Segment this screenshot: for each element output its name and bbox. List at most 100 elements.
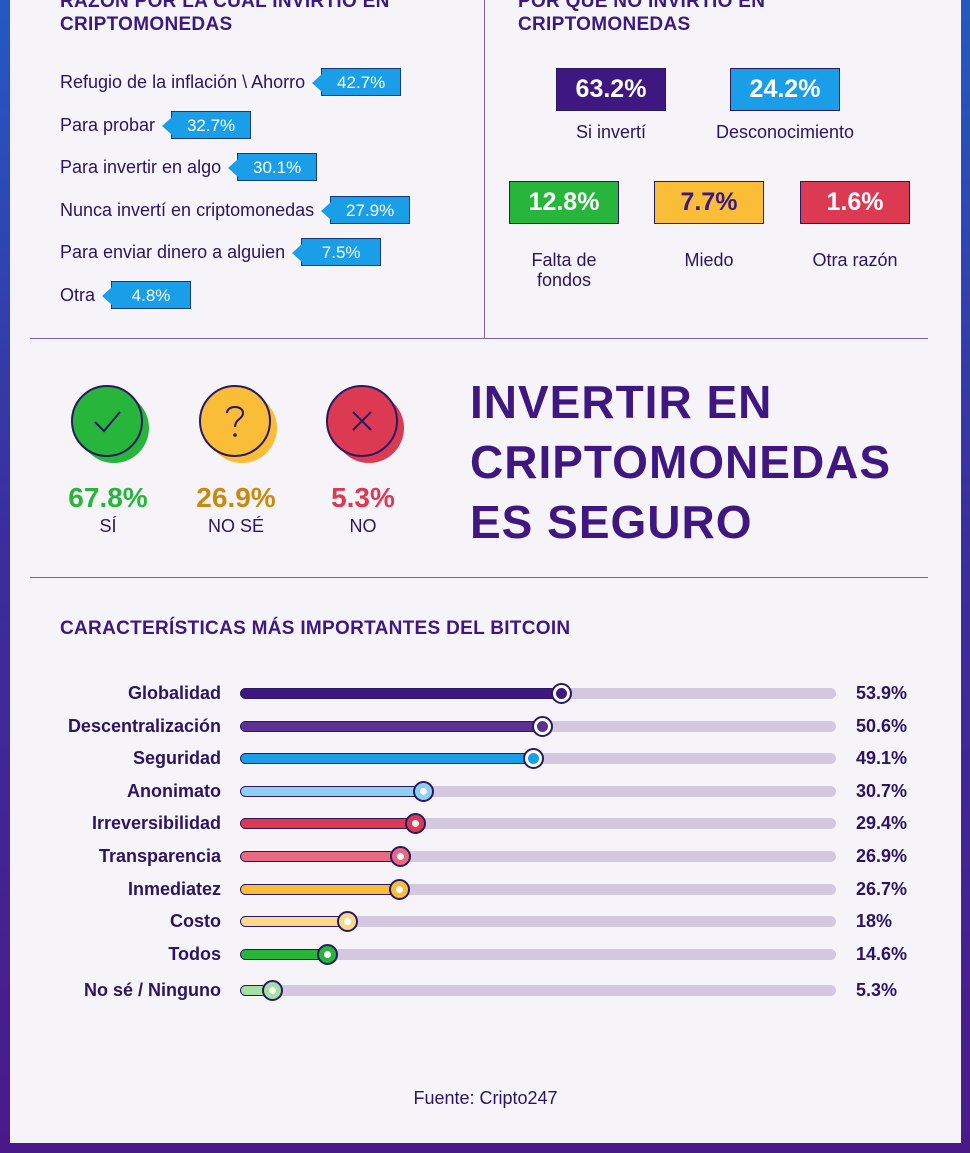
- infographic-panel: RAZÓN POR LA CUÁL INVIRTIÓ EN CRIPTOMONE…: [10, 0, 961, 1143]
- feature-track: [240, 944, 836, 965]
- feature-bar: [240, 786, 423, 797]
- feature-label: Inmediatez: [127, 879, 221, 899]
- dontknow-label: NO SÉ: [207, 516, 264, 536]
- feature-label: No sé / Ninguno: [84, 980, 221, 1000]
- section-divider-1: [30, 338, 928, 339]
- reason-invested-value-tag: 27.9%: [321, 196, 411, 224]
- reasons-invested-title-line2: CRIPTOMONEDAS: [60, 14, 233, 35]
- feature-label: Transparencia: [98, 846, 221, 866]
- reason-invested-value-tag: 4.8%: [102, 281, 192, 309]
- feature-bar: [240, 753, 533, 764]
- reason-invested-row: Para enviar dinero a alguien 7.5%: [60, 238, 382, 266]
- no-circle: [326, 385, 404, 463]
- yes-circle: [71, 385, 149, 463]
- features-title: CARACTERÍSTICAS MÁS IMPORTANTES DEL BITC…: [60, 618, 571, 639]
- feature-row: Costo 18%: [10, 909, 961, 933]
- not-invested-value-3: 7.7%: [680, 188, 738, 216]
- question-icon: [199, 385, 271, 457]
- check-icon: [71, 385, 143, 457]
- feature-value: 50.6%: [856, 716, 908, 736]
- feature-knob: [261, 980, 283, 1001]
- feature-bar: [240, 688, 562, 699]
- section-divider-2: [30, 577, 928, 578]
- reason-invested-value-tag: 7.5%: [292, 238, 382, 266]
- feature-track: [240, 748, 836, 769]
- feature-row: Descentralización 50.6%: [10, 714, 961, 738]
- feature-track: [240, 813, 836, 834]
- not-invested-label-2-line2: fondos: [536, 270, 592, 290]
- feature-knob: [390, 846, 412, 867]
- feature-row: Irreversibilidad 29.4%: [10, 811, 961, 835]
- feature-value: 14.6%: [856, 944, 908, 964]
- feature-bar: [240, 884, 400, 895]
- no-label: NO: [349, 516, 377, 536]
- feature-label: Globalidad: [127, 683, 221, 703]
- not-invested-label-4: Otra razón: [812, 250, 898, 270]
- feature-track: [240, 911, 836, 932]
- not-invested-value-2: 12.8%: [528, 188, 600, 216]
- not-invested-label-0: Si invertí: [575, 122, 647, 142]
- reasons-not-invested-title-line2: CRIPTOMONEDAS: [518, 14, 691, 35]
- not-invested-value-4: 1.6%: [826, 188, 884, 216]
- reasons-not-invested-title: POR QUÉ NO INVIRTIÓ EN CRIPTOMONEDAS: [518, 0, 765, 36]
- feature-label: Costo: [170, 911, 221, 931]
- feature-value: 26.7%: [856, 879, 908, 899]
- not-invested-box-3: 7.7%: [654, 181, 764, 224]
- feature-knob: [412, 781, 434, 802]
- feature-knob: [317, 944, 339, 965]
- reasons-not-invested-title-line1: POR QUÉ NO INVIRTIÓ EN: [518, 0, 766, 12]
- not-invested-label-2-line1: Falta de: [531, 250, 597, 270]
- reason-invested-label: Otra: [60, 284, 96, 305]
- reasons-invested-title-line1: RAZÓN POR LA CUÁL INVIRTIÓ EN: [60, 0, 390, 12]
- reason-invested-label: Refugio de la inflación \ Ahorro: [60, 71, 306, 92]
- feature-value: 18%: [856, 911, 893, 931]
- reason-invested-row: Otra 4.8%: [60, 281, 192, 309]
- feature-row: Seguridad 49.1%: [10, 746, 961, 770]
- feature-bar: [240, 949, 328, 960]
- not-invested-value-1: 24.2%: [749, 75, 821, 103]
- not-invested-box-2: 12.8%: [509, 181, 619, 224]
- feature-value: 29.4%: [856, 813, 908, 833]
- feature-label: Todos: [168, 944, 221, 964]
- safety-title-line1: INVERTIR EN: [470, 376, 773, 428]
- safety-title-line3: ES SEGURO: [470, 496, 753, 548]
- feature-track: [240, 683, 836, 704]
- feature-track: [240, 781, 836, 802]
- no-value: 5.3%: [331, 482, 395, 513]
- feature-row: Todos 14.6%: [10, 942, 961, 966]
- reason-invested-label: Para probar: [60, 114, 156, 135]
- safety-title-line2: CRIPTOMONEDAS: [470, 436, 892, 488]
- feature-knob: [522, 748, 544, 769]
- feature-knob: [389, 879, 411, 900]
- feature-knob: [405, 813, 427, 834]
- feature-label: Anonimato: [127, 781, 221, 801]
- yes-label: SÍ: [99, 516, 117, 536]
- feature-row: Transparencia 26.9%: [10, 844, 961, 868]
- reason-invested-row: Nunca invertí en criptomonedas 27.9%: [60, 196, 411, 224]
- feature-bar: [240, 916, 348, 927]
- feature-value: 5.3%: [856, 980, 898, 1000]
- feature-label: Seguridad: [132, 748, 221, 768]
- not-invested-label-1: Desconocimiento: [715, 122, 855, 142]
- feature-value: 53.9%: [856, 683, 908, 703]
- feature-bar: [240, 851, 401, 862]
- section-divider-vertical: [484, 0, 485, 338]
- reason-invested-label: Para enviar dinero a alguien: [60, 241, 286, 262]
- feature-row: Anonimato 30.7%: [10, 779, 961, 803]
- not-invested-box-4: 1.6%: [800, 181, 910, 224]
- reason-invested-row: Para invertir en algo 30.1%: [60, 153, 318, 181]
- reason-invested-row: Refugio de la inflación \ Ahorro 42.7%: [60, 68, 402, 96]
- reason-invested-label: Nunca invertí en criptomonedas: [60, 199, 315, 220]
- feature-bar: [240, 721, 542, 732]
- not-invested-label-2: Falta de fondos: [494, 250, 634, 290]
- reason-invested-label: Para invertir en algo: [60, 156, 222, 177]
- safety-title: INVERTIR EN CRIPTOMONEDAS ES SEGURO: [470, 372, 940, 552]
- source-text: Fuente: Cripto247: [413, 1088, 558, 1108]
- reason-invested-value-tag: 42.7%: [312, 68, 402, 96]
- cross-icon: [326, 385, 398, 457]
- reasons-invested-title: RAZÓN POR LA CUÁL INVIRTIÓ EN CRIPTOMONE…: [60, 0, 390, 36]
- feature-knob: [531, 716, 553, 737]
- reason-invested-value-tag: 30.1%: [228, 153, 318, 181]
- not-invested-box-0: 63.2%: [556, 68, 666, 111]
- not-invested-value-0: 63.2%: [575, 75, 647, 103]
